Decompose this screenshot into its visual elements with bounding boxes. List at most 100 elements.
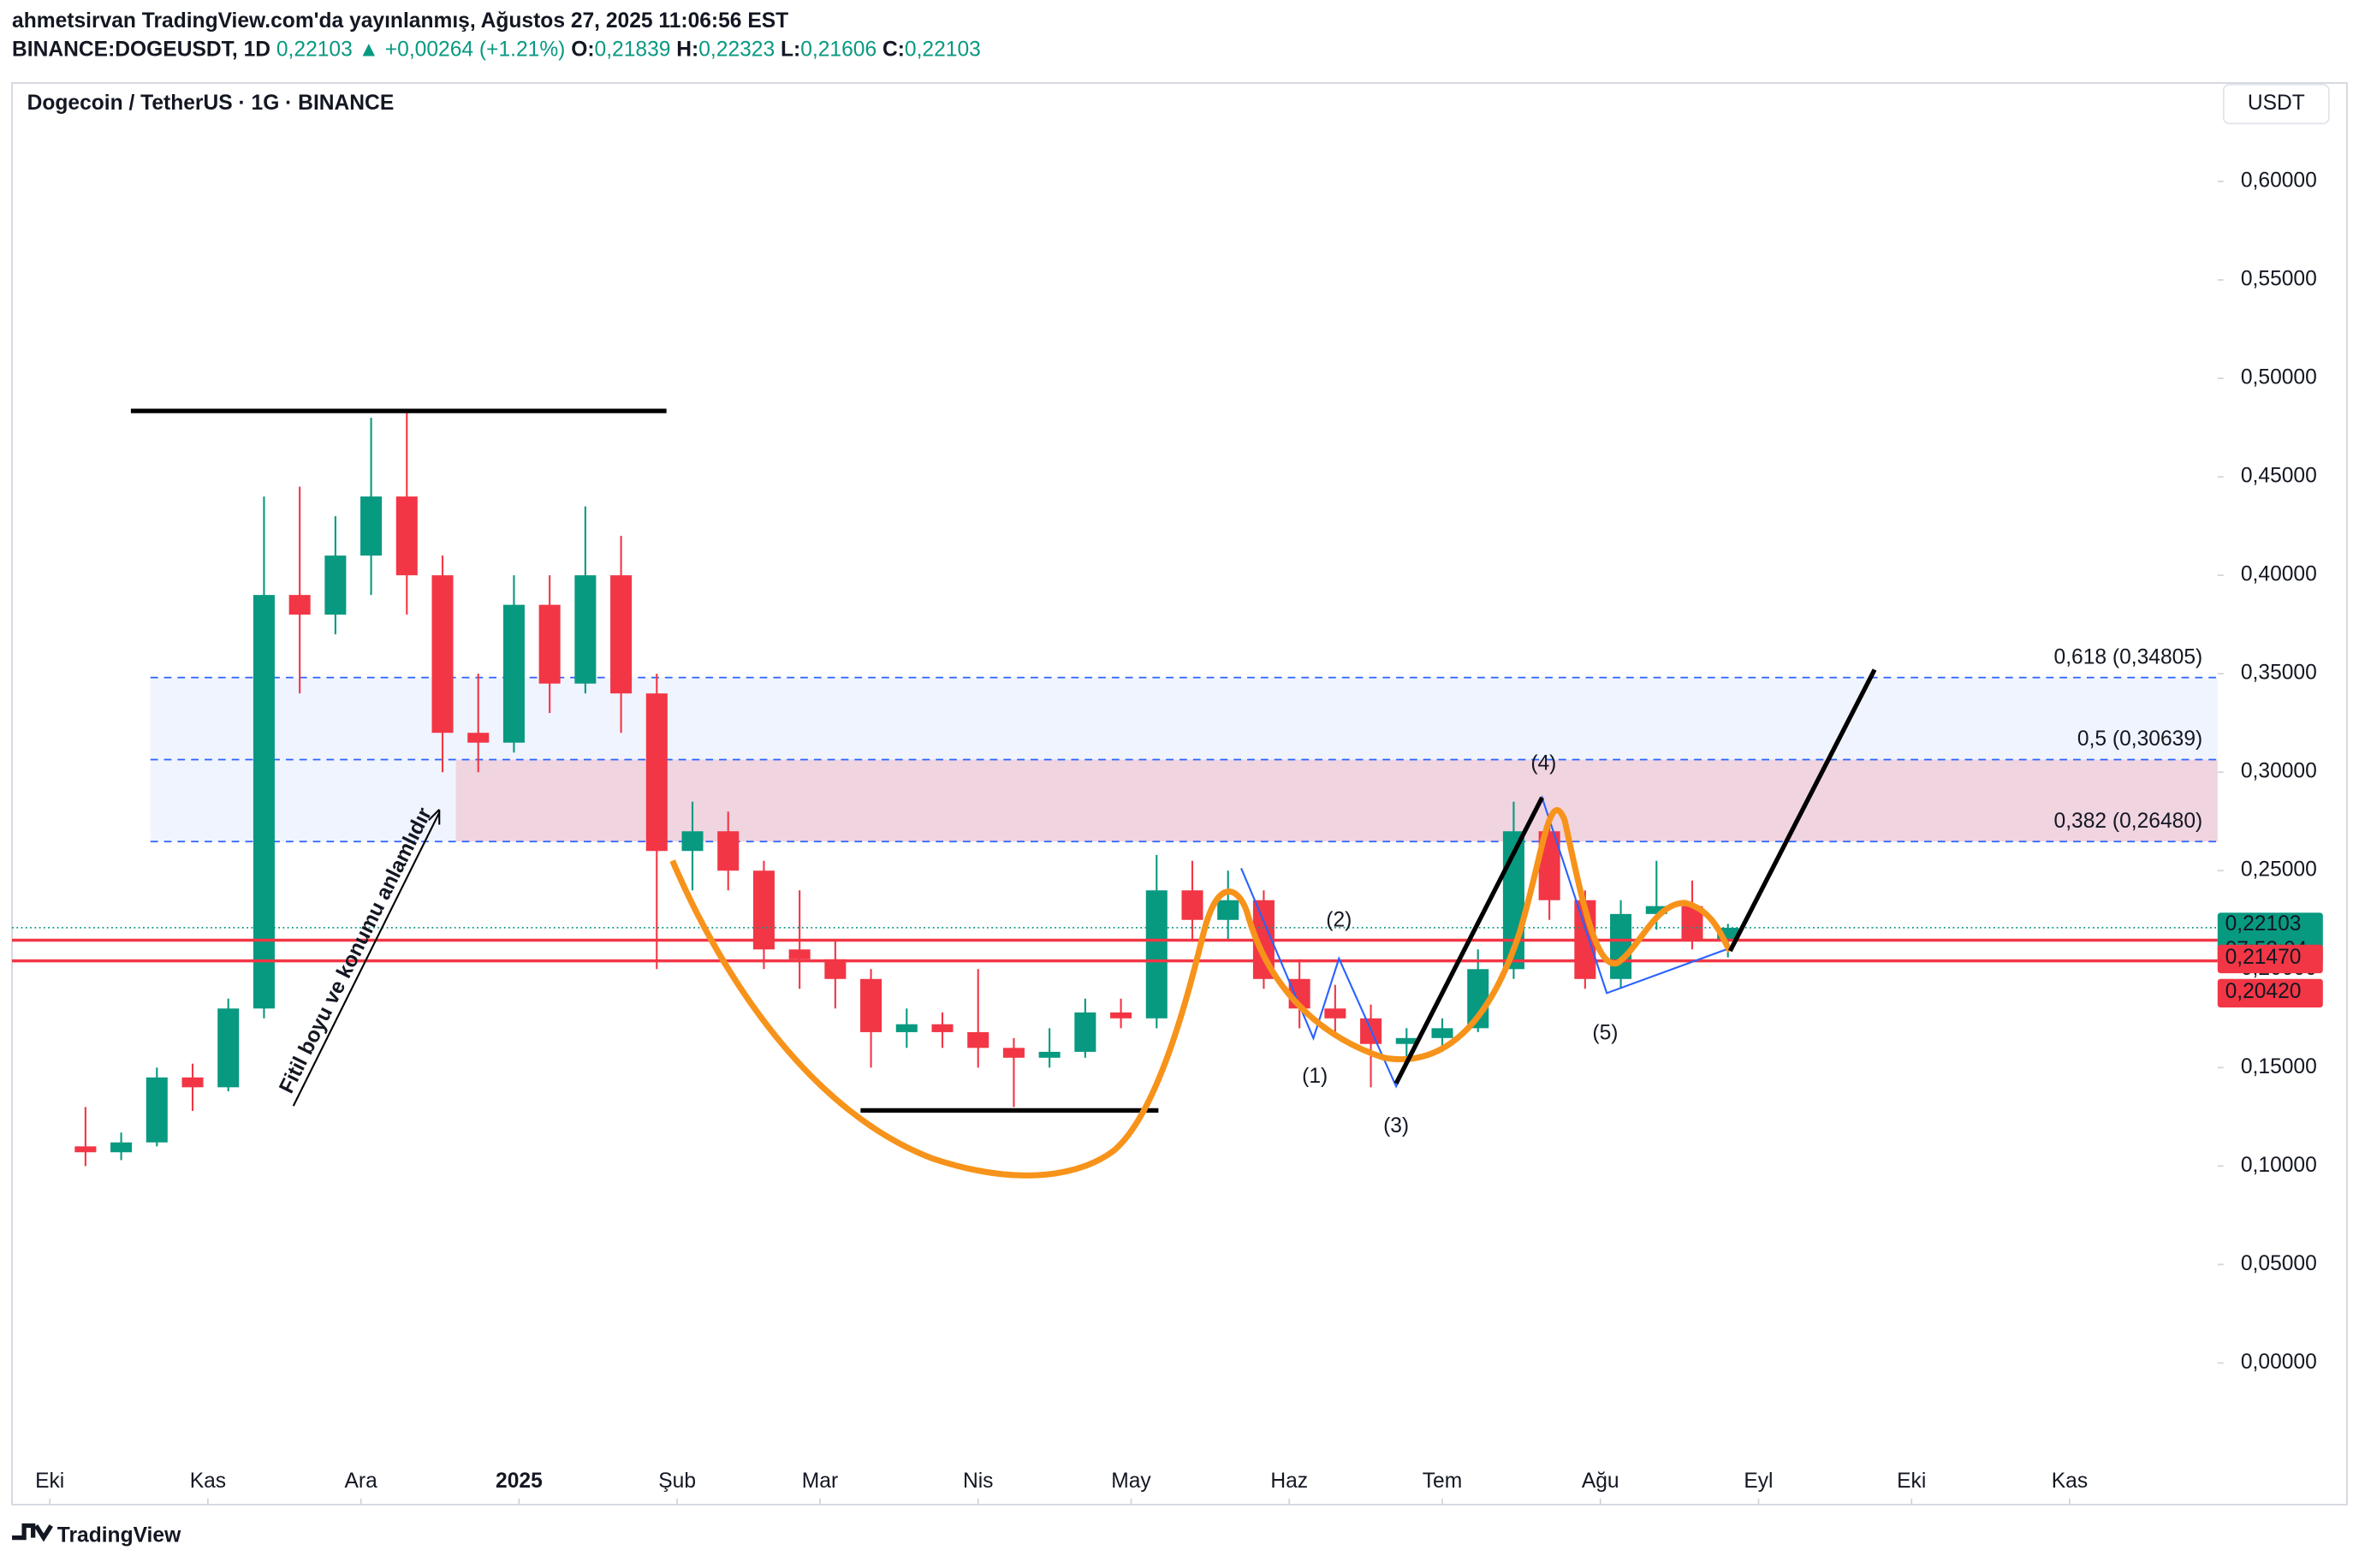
candle-body [395, 496, 418, 576]
candle-body [967, 1031, 989, 1048]
x-tick-label: Tem [1423, 1470, 1462, 1493]
x-tick-label: Kas [190, 1470, 226, 1493]
candle-body [860, 978, 882, 1032]
candle-body [324, 555, 347, 615]
x-tick-label: Haz [1270, 1470, 1308, 1493]
candle-body [181, 1077, 204, 1088]
price-line-label: 0,20420 [2225, 980, 2302, 1003]
wave-label: (1) [1302, 1065, 1328, 1088]
ohlc-value: 0,22103 [905, 38, 981, 61]
note: Fitil boyu ve konumu anlamlıdır [275, 804, 437, 1097]
gap-zone [455, 759, 2218, 842]
candle-body [1431, 1028, 1453, 1038]
wave-path [1240, 795, 1731, 1089]
fib-label: 0,382 (0,26480) [2054, 810, 2203, 833]
candle-body [788, 949, 811, 959]
candle-body [931, 1024, 954, 1032]
x-tick-label: Şub [658, 1470, 696, 1493]
candle-body [1145, 890, 1168, 1019]
x-tick-label: Nis [963, 1470, 994, 1493]
symbol: BINANCE:DOGEUSDT, 1D [12, 38, 270, 61]
candle-body [1110, 1012, 1132, 1019]
y-axis-label: USDT [2248, 92, 2305, 115]
y-tick-label: 0,25000 [2241, 858, 2317, 882]
arrow-head [428, 809, 441, 825]
candle-body [1002, 1048, 1025, 1058]
x-tick-label: Ağu [1582, 1470, 1619, 1493]
change: ▲ +0,00264 (+1.21%) [359, 38, 566, 61]
candle-body [610, 575, 633, 694]
candle-body [824, 959, 847, 979]
ohlc-key: H: [676, 38, 698, 61]
candle-body [895, 1024, 918, 1032]
x-tick-label: Eki [35, 1470, 64, 1493]
ohlc-value: 0,22323 [698, 38, 775, 61]
trend-line [1393, 796, 1544, 1084]
y-tick-label: 0,60000 [2241, 169, 2317, 192]
last: 0,22103 [276, 38, 353, 61]
wave-label: (2) [1326, 908, 1352, 931]
target-line [1727, 668, 1877, 953]
x-tick-label: Mar [802, 1470, 838, 1493]
x-tick-label: May [1111, 1470, 1151, 1493]
candle-body [360, 496, 383, 556]
y-tick-label: 0,35000 [2241, 662, 2317, 685]
price-line-label: 0,21470 [2225, 946, 2302, 969]
x-tick-label: Eki [1897, 1470, 1926, 1493]
x-tick-label: 2025 [496, 1470, 543, 1493]
candle-body [1217, 900, 1239, 920]
candle-body [538, 604, 561, 684]
ohlc-key: C: [882, 38, 905, 61]
y-tick-label: 0,45000 [2241, 465, 2317, 488]
candle-body [1610, 913, 1632, 979]
y-tick-label: 0,55000 [2241, 268, 2317, 291]
x-tick-label: Ara [345, 1470, 378, 1493]
y-tick-label: 0,00000 [2241, 1351, 2317, 1374]
candle-body [752, 870, 775, 950]
fib-label: 0,618 (0,34805) [2054, 645, 2203, 668]
logo: TradingView [57, 1523, 181, 1547]
fib-label: 0,5 (0,30639) [2077, 728, 2202, 751]
arrow-line [292, 811, 441, 1107]
wave-label: (3) [1383, 1114, 1409, 1137]
candle-body [1074, 1012, 1096, 1052]
candle-body [146, 1077, 168, 1143]
ohlc-value: 0,21839 [595, 38, 671, 61]
candle-body [431, 575, 454, 734]
candle-body [253, 595, 275, 1009]
candle-body [110, 1142, 133, 1153]
y-tick-label: 0,30000 [2241, 760, 2317, 783]
y-tick-label: 0,10000 [2241, 1154, 2317, 1177]
drawings [130, 408, 1877, 1179]
price-line-box [2217, 944, 2323, 974]
wave-label: (5) [1592, 1021, 1618, 1044]
logo-icon [12, 1523, 53, 1542]
pattern-curve [669, 806, 1733, 1179]
candle-body [1038, 1051, 1061, 1058]
ohlc-value: 0,21606 [800, 38, 876, 61]
publisher: ahmetsirvan TradingView.com'da yayınlanm… [12, 9, 788, 32]
candle-body [217, 1008, 240, 1088]
wave-label: (4) [1530, 752, 1556, 775]
chart-title: Dogecoin / TetherUS · 1G · BINANCE [27, 92, 395, 115]
publisher-text: ahmetsirvan TradingView.com'da yayınlanm… [12, 9, 788, 32]
last-price-label: 0,22103 [2225, 912, 2302, 935]
candle-body [288, 595, 311, 615]
y-tick-label: 0,40000 [2241, 563, 2317, 586]
candle-body [1324, 1008, 1346, 1019]
x-tick-label: Eyl [1744, 1470, 1773, 1493]
candle-body [502, 604, 525, 743]
price-line-box [2217, 978, 2323, 1008]
y-tick-label: 0,50000 [2241, 366, 2317, 389]
candle-body [681, 831, 704, 852]
candle-body [1395, 1037, 1417, 1044]
ohlc-key: O: [571, 38, 594, 61]
x-tick-label: Kas [2052, 1470, 2088, 1493]
symbol-line: BINANCE:DOGEUSDT, 1D 0,22103 ▲ +0,00264 … [12, 38, 981, 61]
candle-body [717, 831, 740, 871]
y-tick-label: 0,05000 [2241, 1252, 2317, 1275]
candle-body [574, 575, 597, 684]
y-tick-label: 0,15000 [2241, 1055, 2317, 1078]
unit-box [2222, 83, 2330, 125]
